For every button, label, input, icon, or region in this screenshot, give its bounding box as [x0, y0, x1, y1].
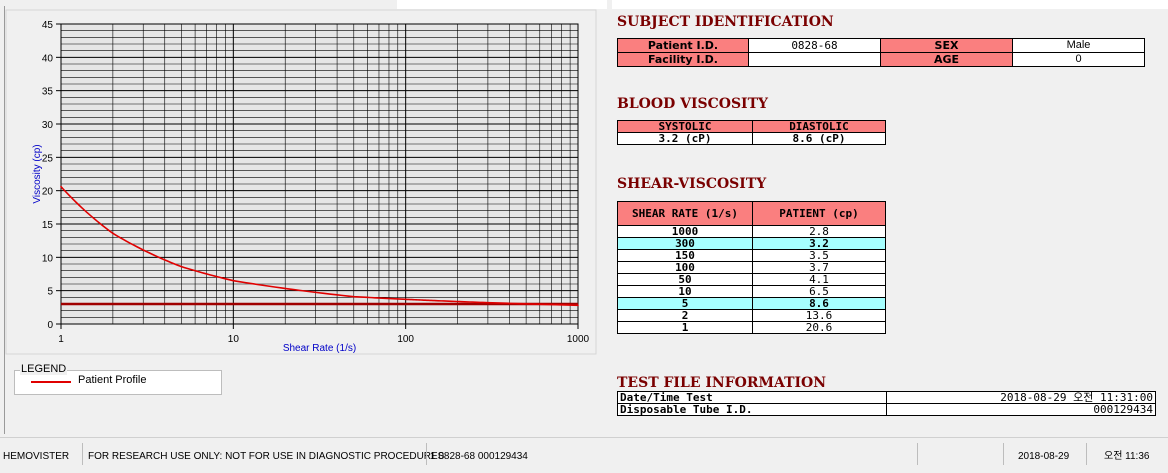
- status-record: 1 0828-68 000129434: [430, 451, 528, 462]
- y-tick-label: 15: [42, 220, 54, 231]
- diastolic-value: 8.6 (cP): [752, 132, 886, 145]
- shear-viscosity-heading: SHEAR-VISCOSITY: [617, 176, 767, 192]
- legend-swatch-patient-profile: [31, 381, 71, 383]
- patient-viscosity-cell: 4.1: [752, 273, 886, 286]
- x-tick-label: 100: [397, 334, 414, 345]
- sex-label: SEX: [880, 38, 1013, 53]
- disposable-tube-id-label: Disposable Tube I.D.: [617, 403, 887, 416]
- patient-profile-point: [577, 304, 579, 307]
- shear-row: 1 20.6: [617, 321, 886, 334]
- patient-viscosity-cell: 6.5: [752, 285, 886, 298]
- shear-row: 2 13.6: [617, 309, 886, 322]
- x-tick-label: 1000: [567, 334, 590, 345]
- legend-title: LEGEND: [20, 363, 68, 375]
- plot-area: [60, 23, 579, 325]
- y-tick-label: 30: [42, 120, 54, 131]
- patient-viscosity-cell: 13.6: [752, 309, 886, 322]
- systolic-label: SYSTOLIC: [617, 120, 753, 133]
- shear-rate-column-header: SHEAR RATE (1/s): [617, 201, 753, 226]
- y-tick-label: 25: [42, 153, 54, 164]
- shear-row: 50 4.1: [617, 273, 886, 286]
- date-time-test-label: Date/Time Test: [617, 391, 887, 404]
- shear-viscosity-table: SHEAR RATE (1/s) PATIENT (cp) 1000 2.8 300…: [617, 201, 886, 334]
- patient-profile-point: [404, 298, 407, 301]
- shear-row: 100 3.7: [617, 261, 886, 274]
- shear-rate-cell: 2: [617, 309, 753, 322]
- patient-profile-point: [352, 295, 355, 298]
- shear-row: 300 3.2: [617, 237, 886, 250]
- patient-id-label: Patient I.D.: [617, 38, 749, 53]
- facility-id-label: Facility I.D.: [617, 52, 749, 67]
- status-research-notice: FOR RESEARCH USE ONLY: NOT FOR USE IN DI…: [88, 451, 445, 462]
- shear-rate-cell: 1000: [617, 225, 753, 238]
- shear-row: 150 3.5: [617, 249, 886, 262]
- viscosity-chart: 0 5 10 15 20 25 30 35 40 45 1 10 100 1000 Shear Rate (…: [5, 9, 597, 355]
- patient-viscosity-cell: 3.2: [752, 237, 886, 250]
- blood-viscosity-table: SYSTOLIC DIASTOLIC 3.2 (cP) 8.6 (cP): [617, 120, 886, 145]
- shear-rate-cell: 10: [617, 285, 753, 298]
- status-date: 2018-08-29: [1018, 451, 1070, 462]
- test-file-information-heading: TEST FILE INFORMATION: [617, 375, 827, 391]
- patient-column-header: PATIENT (cp): [752, 201, 886, 226]
- patient-id-value: 0828-68: [748, 38, 881, 53]
- x-axis-label: Shear Rate (1/s): [283, 343, 356, 354]
- status-app-name: HEMOVISTER: [3, 451, 70, 462]
- y-axis-label: Viscosity (cp): [32, 144, 43, 203]
- status-separator: [82, 443, 83, 465]
- y-tick-label: 45: [42, 20, 54, 31]
- x-tick-label: 1: [58, 334, 64, 345]
- patient-profile-point: [487, 301, 489, 304]
- patient-profile-point: [232, 279, 235, 282]
- window-left-edge: [4, 6, 5, 434]
- status-separator: [1003, 443, 1004, 465]
- status-bar: HEMOVISTER FOR RESEARCH USE ONLY: NOT FO…: [0, 437, 1168, 473]
- top-strip: [0, 0, 1168, 9]
- date-time-test-value: 2018-08-29 오전 11:31:00: [886, 391, 1156, 404]
- status-separator: [917, 443, 918, 465]
- sex-value: Male: [1012, 38, 1145, 53]
- shear-row: 5 8.6: [617, 297, 886, 310]
- blood-viscosity-heading: BLOOD VISCOSITY: [617, 96, 769, 112]
- shear-row: 1000 2.8: [617, 225, 886, 238]
- status-separator: [426, 443, 427, 465]
- patient-profile-point: [112, 232, 114, 235]
- status-time: 오전 11:36: [1104, 451, 1150, 462]
- y-tick-label: 35: [42, 87, 54, 98]
- patient-profile-point: [60, 185, 62, 188]
- subject-identification-heading: SUBJECT IDENTIFICATION: [617, 14, 834, 30]
- status-separator: [1086, 443, 1087, 465]
- subject-table: Patient I.D. 0828-68 SEX Male Facility I…: [617, 38, 1145, 67]
- shear-viscosity-rows: 1000 2.8 300 3.2 150 3.5 100 3.7 50 4.1 10 6.5 5 8.6 2…: [617, 225, 886, 334]
- y-tick-label: 0: [47, 320, 53, 331]
- shear-row: 10 6.5: [617, 285, 886, 298]
- shear-rate-cell: 50: [617, 273, 753, 286]
- disposable-tube-id-value: 000129434: [886, 403, 1156, 416]
- shear-rate-cell: 100: [617, 261, 753, 274]
- patient-viscosity-cell: 3.7: [752, 261, 886, 274]
- test-file-table: Date/Time Test 2018-08-29 오전 11:31:00 Di…: [617, 391, 1156, 416]
- patient-viscosity-cell: 2.8: [752, 225, 886, 238]
- patient-profile-point: [435, 299, 437, 302]
- y-tick-label: 10: [42, 253, 54, 264]
- y-tick-label: 40: [42, 53, 54, 64]
- y-tick-label: 5: [47, 287, 53, 298]
- shear-rate-cell: 300: [617, 237, 753, 250]
- diastolic-label: DIASTOLIC: [752, 120, 886, 133]
- shear-rate-cell: 1: [617, 321, 753, 334]
- facility-id-value: [748, 52, 881, 67]
- age-value: 0: [1012, 52, 1145, 67]
- systolic-value: 3.2 (cP): [617, 132, 753, 145]
- shear-rate-cell: 5: [617, 297, 753, 310]
- patient-viscosity-cell: 3.5: [752, 249, 886, 262]
- patient-viscosity-cell: 20.6: [752, 321, 886, 334]
- legend-label-patient-profile: Patient Profile: [78, 374, 147, 386]
- y-tick-label: 20: [42, 187, 54, 198]
- age-label: AGE: [880, 52, 1013, 67]
- shear-rate-cell: 150: [617, 249, 753, 262]
- x-tick-label: 10: [228, 334, 240, 345]
- patient-profile-point: [180, 265, 183, 268]
- patient-viscosity-cell: 8.6: [752, 297, 886, 310]
